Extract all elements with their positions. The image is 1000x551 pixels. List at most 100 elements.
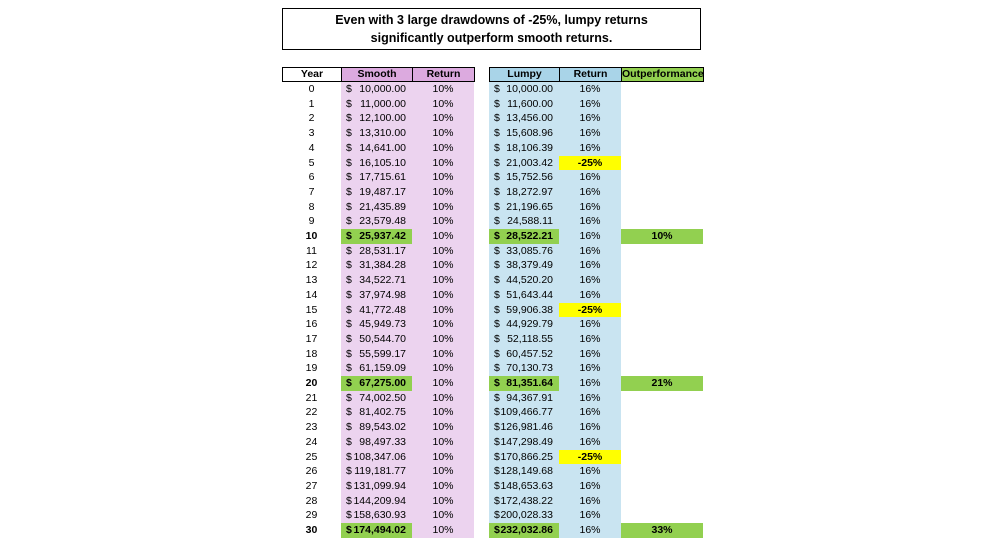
year-cell: 9	[308, 215, 315, 228]
lumpy-return: 16%	[579, 524, 601, 536]
currency-symbol: $	[494, 509, 500, 522]
smooth-value: 45,949.73	[359, 318, 406, 331]
lumpy-return: 16%	[579, 421, 601, 434]
year-cell: 30	[305, 524, 318, 536]
smooth-return: 10%	[432, 377, 454, 389]
currency-symbol: $	[494, 171, 500, 184]
lumpy-return: 16%	[579, 141, 601, 154]
lumpy-value: 44,929.79	[506, 318, 553, 331]
smooth-value: 108,347.06	[353, 450, 406, 463]
smooth-value: 12,100.00	[359, 112, 406, 125]
smooth-return: 10%	[432, 347, 454, 360]
lumpy-value: 70,130.73	[506, 362, 553, 375]
year-cell: 2	[308, 112, 315, 125]
smooth-return: 10%	[432, 303, 454, 316]
smooth-value: 17,715.61	[359, 171, 406, 184]
year-cell: 23	[305, 421, 318, 434]
smooth-return: 10%	[432, 435, 454, 448]
smooth-return: 10%	[432, 97, 454, 110]
year-cell: 29	[305, 509, 318, 522]
lumpy-return: 16%	[579, 362, 601, 375]
lumpy-return: 16%	[579, 185, 601, 198]
lumpy-value: 60,457.52	[506, 347, 553, 360]
currency-symbol: $	[494, 318, 500, 331]
currency-symbol: $	[494, 127, 500, 140]
smooth-return: 10%	[432, 332, 454, 345]
lumpy-value: 148,653.63	[500, 479, 553, 492]
currency-symbol: $	[346, 332, 352, 345]
currency-symbol: $	[494, 303, 500, 316]
smooth-return: 10%	[432, 318, 454, 331]
lumpy-value: 81,351.64	[506, 377, 553, 389]
smooth-value: 98,497.33	[359, 435, 406, 448]
currency-symbol: $	[346, 274, 352, 287]
smooth-return: 10%	[432, 421, 454, 434]
year-cell: 15	[305, 303, 318, 316]
smooth-return: 10%	[432, 450, 454, 463]
lumpy-return: -25%	[559, 449, 621, 465]
column-header: Outperformance	[621, 67, 704, 82]
smooth-value-highlight	[341, 523, 412, 538]
currency-symbol: $	[494, 332, 500, 345]
lumpy-return: 16%	[579, 112, 601, 125]
currency-symbol: $	[346, 421, 352, 434]
smooth-return: 10%	[432, 83, 454, 95]
currency-symbol: $	[346, 435, 352, 448]
smooth-return: 10%	[432, 479, 454, 492]
year-cell: 7	[308, 185, 315, 198]
currency-symbol: $	[346, 406, 352, 419]
lumpy-value: 128,149.68	[500, 465, 553, 478]
currency-symbol: $	[494, 479, 500, 492]
year-cell: 27	[305, 479, 318, 492]
smooth-return: 10%	[432, 112, 454, 125]
currency-symbol: $	[346, 215, 352, 228]
year-cell: 8	[308, 200, 315, 213]
currency-symbol: $	[346, 288, 352, 301]
outperformance: 10%	[621, 229, 703, 244]
lumpy-return: 16%	[579, 215, 601, 228]
lumpy-value: 38,379.49	[506, 259, 553, 272]
currency-symbol: $	[346, 303, 352, 316]
smooth-return: 10%	[432, 509, 454, 522]
lumpy-return: 16%	[579, 274, 601, 287]
smooth-value: 67,275.00	[359, 377, 406, 389]
smooth-return: 10%	[432, 391, 454, 404]
smooth-return: 10%	[432, 524, 454, 536]
smooth-value: 50,544.70	[359, 332, 406, 345]
year-cell: 13	[305, 274, 318, 287]
smooth-value: 16,105.10	[359, 156, 406, 169]
currency-symbol: $	[346, 112, 352, 125]
smooth-value: 28,531.17	[359, 244, 406, 257]
lumpy-value: 18,106.39	[506, 141, 553, 154]
currency-symbol: $	[494, 259, 500, 272]
currency-symbol: $	[346, 318, 352, 331]
currency-symbol: $	[494, 391, 500, 404]
lumpy-value: 21,003.42	[506, 156, 553, 169]
lumpy-return: 16%	[579, 435, 601, 448]
year-cell: 24	[305, 435, 318, 448]
lumpy-return: -25%	[559, 155, 621, 171]
lumpy-value: 21,196.65	[506, 200, 553, 213]
smooth-return: 10%	[432, 171, 454, 184]
lumpy-value: 18,272.97	[506, 185, 553, 198]
year-cell: 28	[305, 494, 318, 507]
currency-symbol: $	[346, 391, 352, 404]
outperformance: 21%	[621, 376, 703, 391]
smooth-value: 14,641.00	[359, 141, 406, 154]
currency-symbol: $	[346, 141, 352, 154]
lumpy-value-highlight	[489, 229, 559, 244]
currency-symbol: $	[494, 288, 500, 301]
currency-symbol: $	[346, 230, 352, 242]
currency-symbol: $	[494, 406, 500, 419]
column-header: Return	[412, 67, 475, 82]
smooth-value: 61,159.09	[359, 362, 406, 375]
currency-symbol: $	[494, 112, 500, 125]
lumpy-return: 16%	[579, 479, 601, 492]
smooth-return: 10%	[432, 259, 454, 272]
smooth-value: 158,630.93	[353, 509, 406, 522]
smooth-return: 10%	[432, 141, 454, 154]
lumpy-value: 59,906.38	[506, 303, 553, 316]
outperformance: 33%	[621, 523, 703, 538]
smooth-value: 41,772.48	[359, 303, 406, 316]
